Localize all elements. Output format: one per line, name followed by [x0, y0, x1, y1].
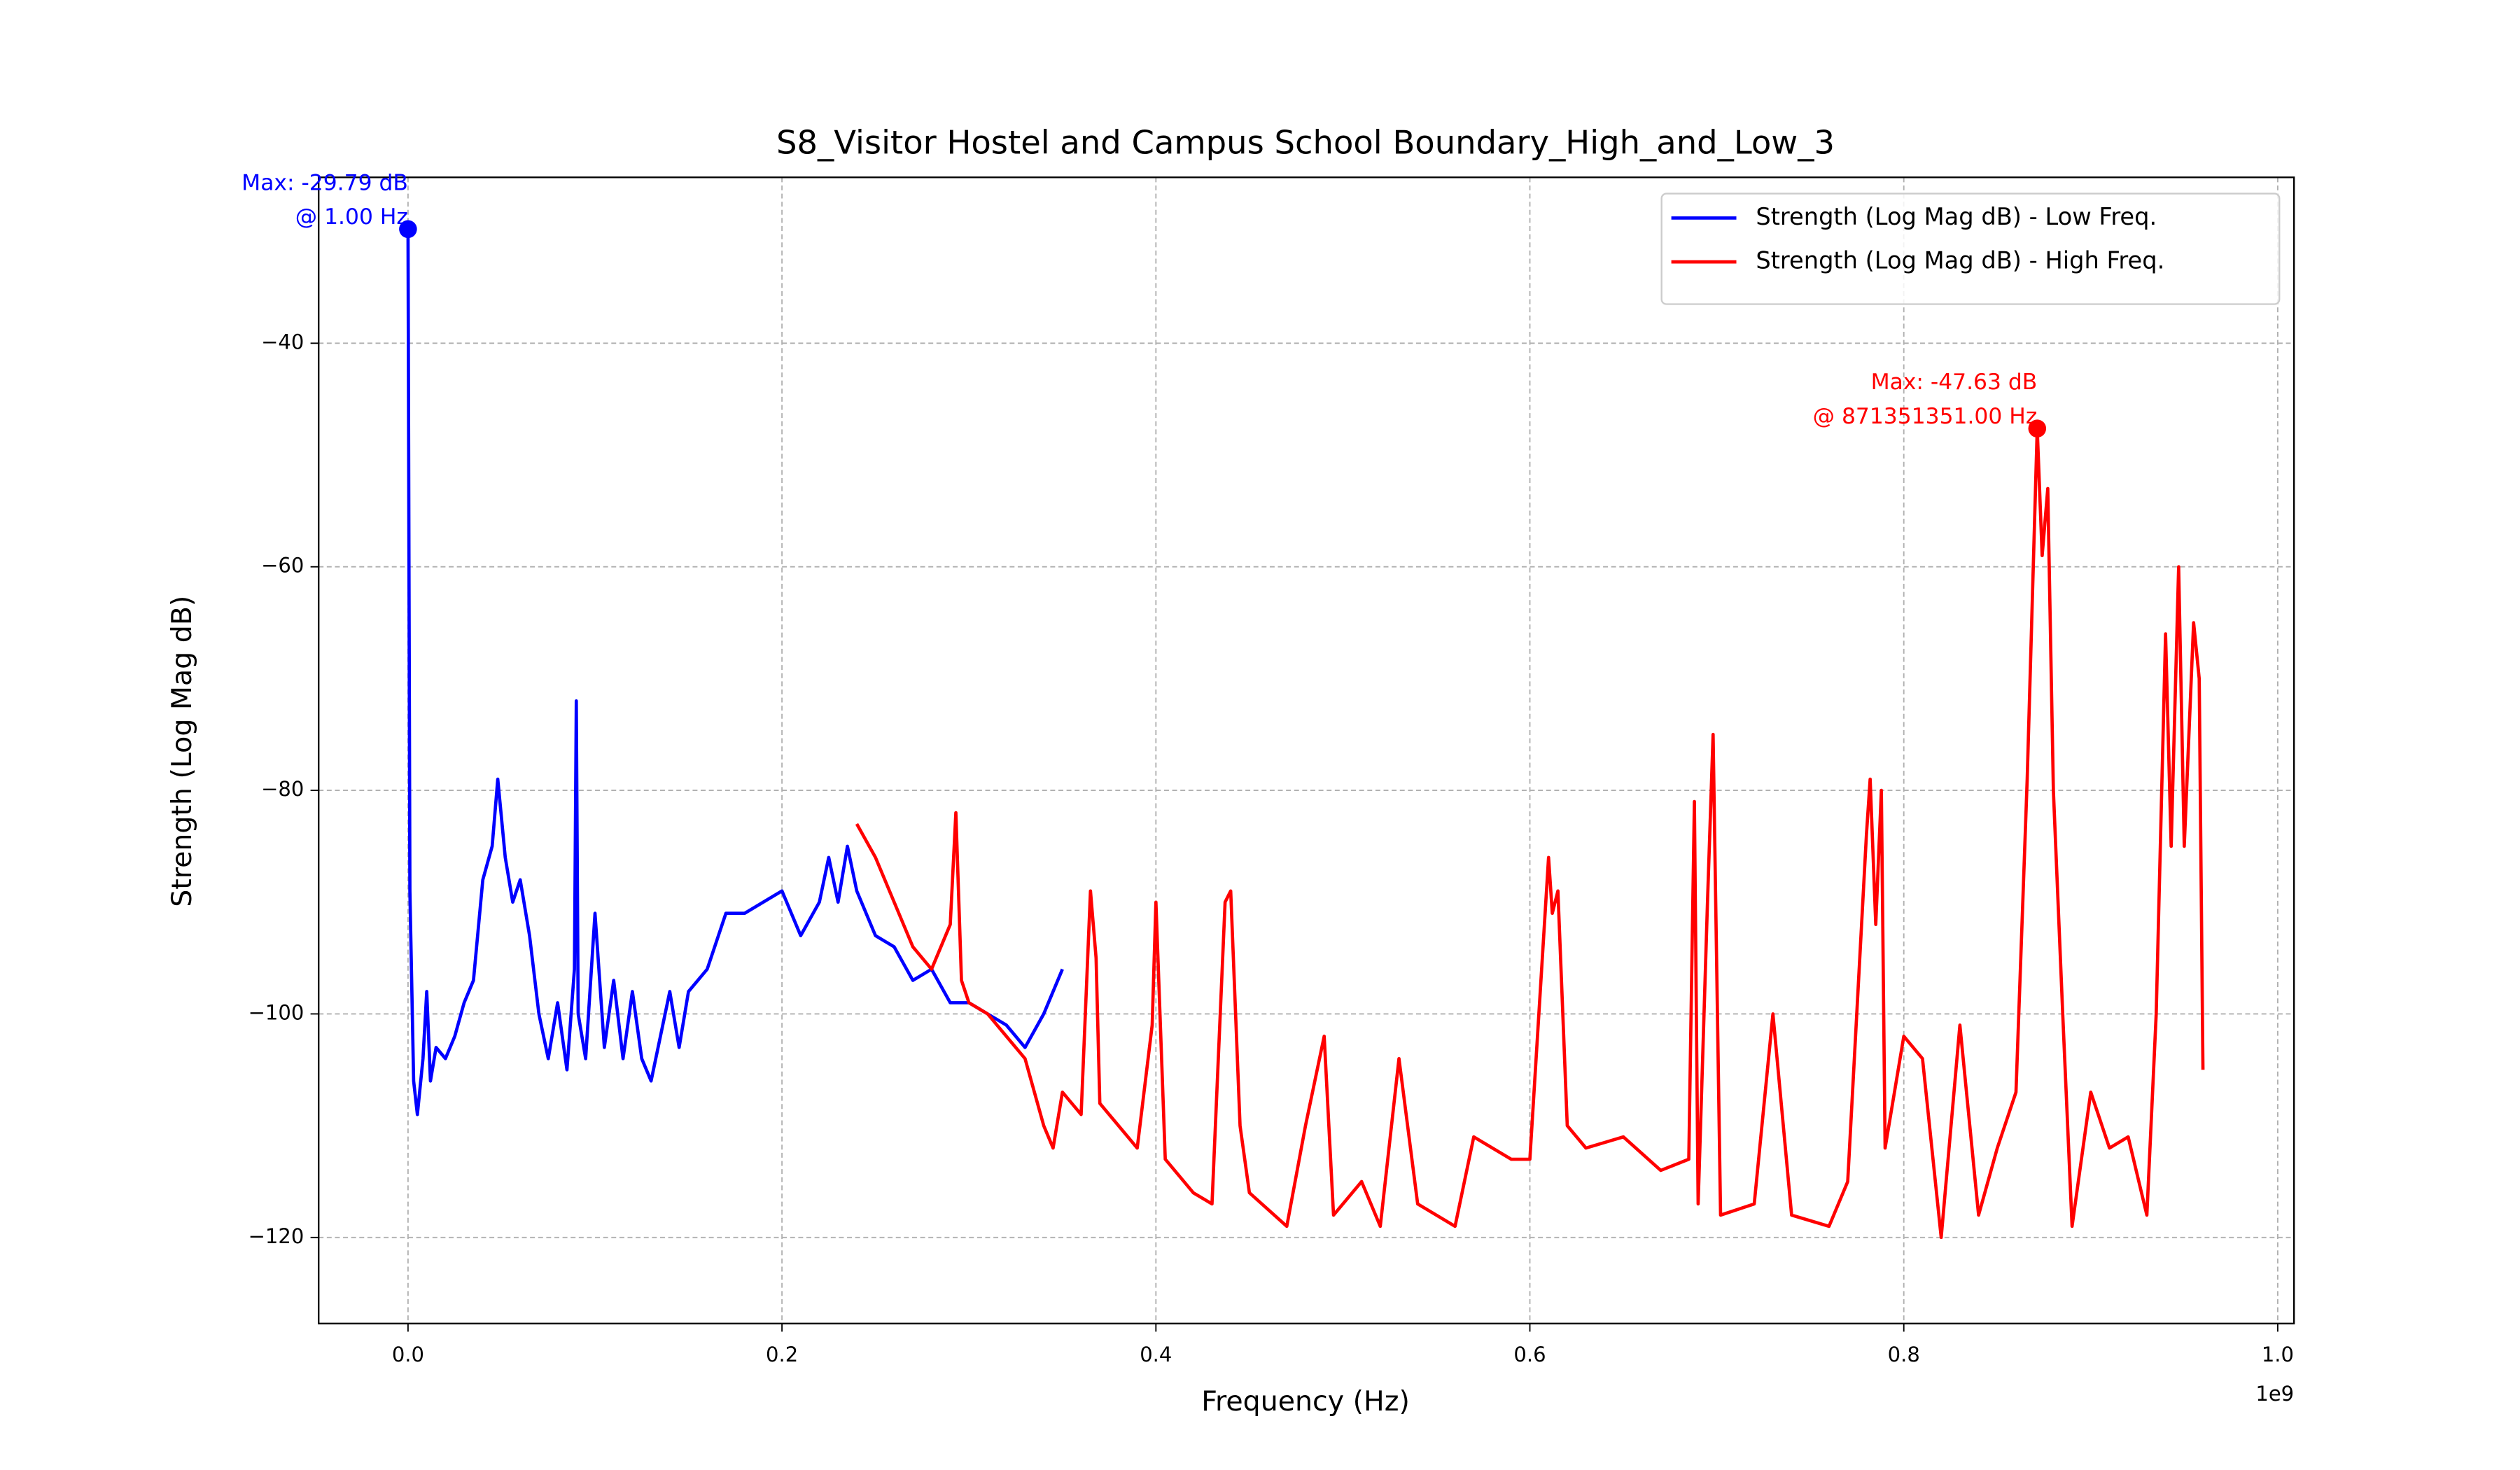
annotation-text: Max: -47.63 dB — [1871, 370, 2038, 395]
legend-label: Strength (Log Mag dB) - High Freq. — [1756, 247, 2164, 274]
x-tick-label: 0.6 — [1513, 1343, 1546, 1366]
legend-label: Strength (Log Mag dB) - Low Freq. — [1756, 203, 2157, 230]
annotation-text: @ 1.00 Hz — [295, 204, 408, 230]
y-tick-label: −120 — [248, 1224, 304, 1248]
series-line — [406, 229, 1064, 1116]
x-tick-label: 1.0 — [2262, 1343, 2294, 1366]
chart-title: S8_Visitor Hostel and Campus School Boun… — [776, 123, 1835, 161]
plot-frame — [318, 176, 2295, 1324]
x-offset-label: 1e9 — [2255, 1382, 2294, 1406]
y-tick-label: −80 — [261, 777, 304, 801]
x-tick-label: 0.8 — [1888, 1343, 1920, 1366]
annotation-text: @ 871351351.00 Hz — [1813, 404, 2038, 429]
legend-box — [1660, 192, 2281, 305]
y-tick-label: −100 — [248, 1000, 304, 1024]
annotation-text: Max: -29.79 dB — [241, 170, 408, 195]
y-axis-label: Strength (Log Mag dB) — [166, 596, 198, 907]
max-marker — [399, 220, 417, 239]
y-tick-label: −60 — [261, 554, 304, 578]
x-tick-label: 0.4 — [1140, 1343, 1172, 1366]
x-tick-label: 0.0 — [392, 1343, 424, 1366]
y-tick-label: −40 — [261, 330, 304, 354]
x-tick-label: 0.2 — [766, 1343, 798, 1366]
max-marker — [2028, 419, 2047, 438]
series-line — [855, 426, 2205, 1240]
x-axis-label: Frequency (Hz) — [1201, 1385, 1410, 1418]
